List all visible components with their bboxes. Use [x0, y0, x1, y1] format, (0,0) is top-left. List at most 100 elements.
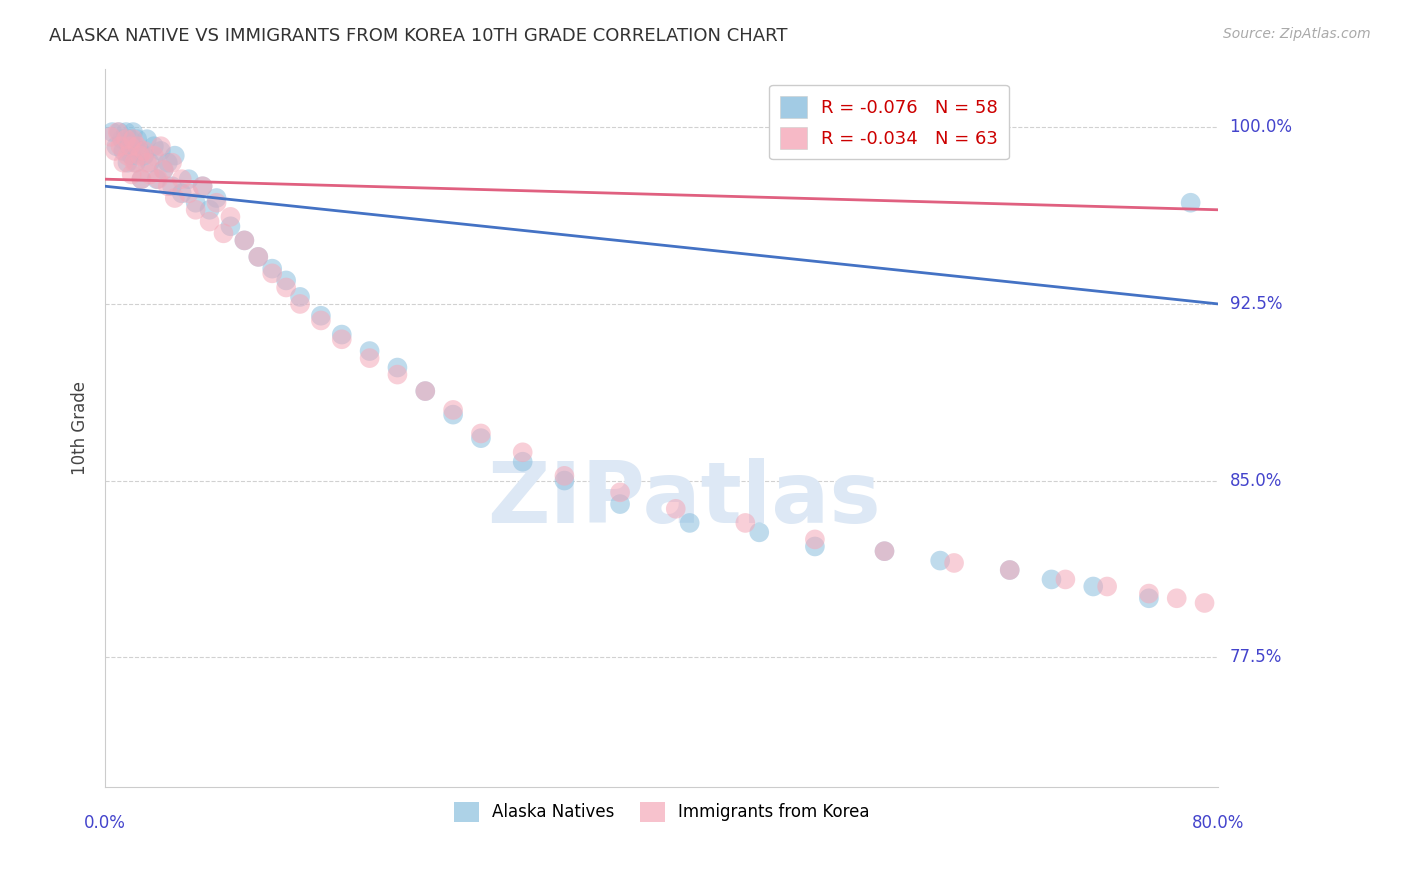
Point — [219, 219, 242, 234]
Point — [998, 563, 1021, 577]
Point — [139, 168, 162, 182]
Point — [131, 172, 153, 186]
Point — [100, 129, 122, 144]
Point — [1249, 606, 1271, 620]
Point — [441, 403, 464, 417]
Point — [170, 186, 193, 201]
Point — [233, 233, 256, 247]
Point — [205, 191, 228, 205]
Point — [160, 155, 183, 169]
Point — [309, 313, 332, 327]
Point — [1137, 586, 1160, 600]
Point — [163, 191, 186, 205]
Point — [152, 162, 174, 177]
Text: 80.0%: 80.0% — [1192, 814, 1244, 832]
Point — [170, 172, 193, 186]
Point — [110, 139, 132, 153]
Point — [124, 155, 146, 169]
Point — [1166, 591, 1188, 606]
Text: 100.0%: 100.0% — [1230, 119, 1292, 136]
Text: Source: ZipAtlas.com: Source: ZipAtlas.com — [1223, 27, 1371, 41]
Point — [129, 144, 152, 158]
Point — [748, 525, 770, 540]
Point — [1040, 573, 1063, 587]
Point — [127, 132, 149, 146]
Point — [198, 202, 221, 217]
Point — [219, 210, 242, 224]
Point — [127, 139, 149, 153]
Point — [247, 250, 270, 264]
Point — [247, 250, 270, 264]
Point — [134, 148, 156, 162]
Y-axis label: 10th Grade: 10th Grade — [72, 381, 89, 475]
Point — [136, 132, 159, 146]
Point — [512, 445, 534, 459]
Point — [1095, 580, 1118, 594]
Point — [413, 384, 436, 398]
Point — [470, 431, 492, 445]
Point — [804, 540, 827, 554]
Point — [1298, 619, 1320, 633]
Point — [163, 148, 186, 162]
Point — [387, 368, 409, 382]
Text: 92.5%: 92.5% — [1230, 295, 1282, 313]
Point — [117, 155, 139, 169]
Point — [198, 214, 221, 228]
Point — [288, 290, 311, 304]
Point — [134, 144, 156, 158]
Point — [274, 273, 297, 287]
Point — [441, 408, 464, 422]
Text: 0.0%: 0.0% — [84, 814, 127, 832]
Point — [125, 155, 148, 169]
Point — [873, 544, 896, 558]
Point — [873, 544, 896, 558]
Point — [118, 139, 141, 153]
Point — [184, 195, 207, 210]
Point — [104, 144, 127, 158]
Point — [112, 155, 135, 169]
Point — [191, 179, 214, 194]
Point — [124, 139, 146, 153]
Point — [142, 139, 165, 153]
Point — [149, 139, 172, 153]
Point — [1194, 596, 1216, 610]
Point — [330, 332, 353, 346]
Point — [665, 501, 688, 516]
Point — [121, 168, 143, 182]
Point — [131, 172, 153, 186]
Point — [191, 179, 214, 194]
Point — [804, 533, 827, 547]
Point — [309, 309, 332, 323]
Point — [177, 172, 200, 186]
Point — [145, 172, 167, 186]
Point — [1054, 573, 1077, 587]
Point — [122, 132, 145, 146]
Text: 77.5%: 77.5% — [1230, 648, 1282, 666]
Point — [129, 148, 152, 162]
Point — [233, 233, 256, 247]
Point — [108, 125, 131, 139]
Point — [121, 148, 143, 162]
Point — [156, 155, 179, 169]
Point — [1137, 591, 1160, 606]
Point — [115, 132, 138, 146]
Point — [177, 186, 200, 201]
Point — [330, 327, 353, 342]
Point — [679, 516, 702, 530]
Point — [413, 384, 436, 398]
Point — [205, 195, 228, 210]
Point — [512, 455, 534, 469]
Legend: Alaska Natives, Immigrants from Korea: Alaska Natives, Immigrants from Korea — [447, 795, 876, 829]
Point — [470, 426, 492, 441]
Point — [998, 563, 1021, 577]
Point — [734, 516, 756, 530]
Point — [553, 474, 575, 488]
Point — [359, 344, 381, 359]
Point — [609, 485, 631, 500]
Point — [122, 125, 145, 139]
Point — [609, 497, 631, 511]
Point — [152, 162, 174, 177]
Point — [1284, 615, 1306, 629]
Point — [139, 155, 162, 169]
Point — [142, 148, 165, 162]
